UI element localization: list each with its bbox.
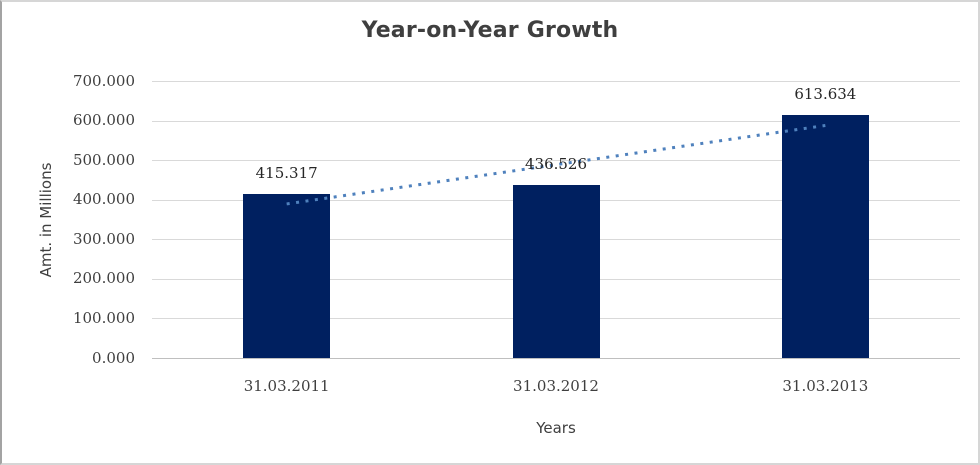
gridline — [152, 160, 960, 162]
gridline — [152, 120, 960, 122]
x-category-label: 31.03.2012 — [513, 377, 599, 395]
bar-value-label: 415.317 — [255, 163, 318, 182]
bar — [781, 115, 869, 358]
y-tick-label: 0.000 — [92, 348, 135, 367]
x-category-label: 31.03.2011 — [243, 377, 330, 395]
y-axis-title: Amt. in Millions — [37, 162, 55, 278]
trendline — [286, 123, 826, 206]
x-axis-title: Years — [536, 419, 576, 437]
x-category-label: 31.03.2013 — [782, 377, 869, 395]
y-tick-label: 700.000 — [72, 71, 135, 90]
bar-value-label: 436.526 — [524, 155, 588, 174]
gridline — [152, 81, 960, 82]
chart-title: Year-on-Year Growth — [361, 18, 619, 43]
y-tick-label: 100.000 — [72, 308, 135, 327]
y-tick-label: 300.000 — [72, 229, 135, 248]
y-tick-label: 400.000 — [72, 190, 135, 209]
y-tick-label: 200.000 — [72, 269, 135, 288]
bar — [512, 185, 600, 358]
bar — [243, 193, 331, 358]
y-tick-label: 600.000 — [72, 111, 135, 130]
y-tick-label: 500.000 — [72, 150, 135, 169]
bar-value-label: 613.634 — [794, 85, 857, 104]
plot-area: 415.317 436.526 613.634 — [152, 81, 960, 359]
